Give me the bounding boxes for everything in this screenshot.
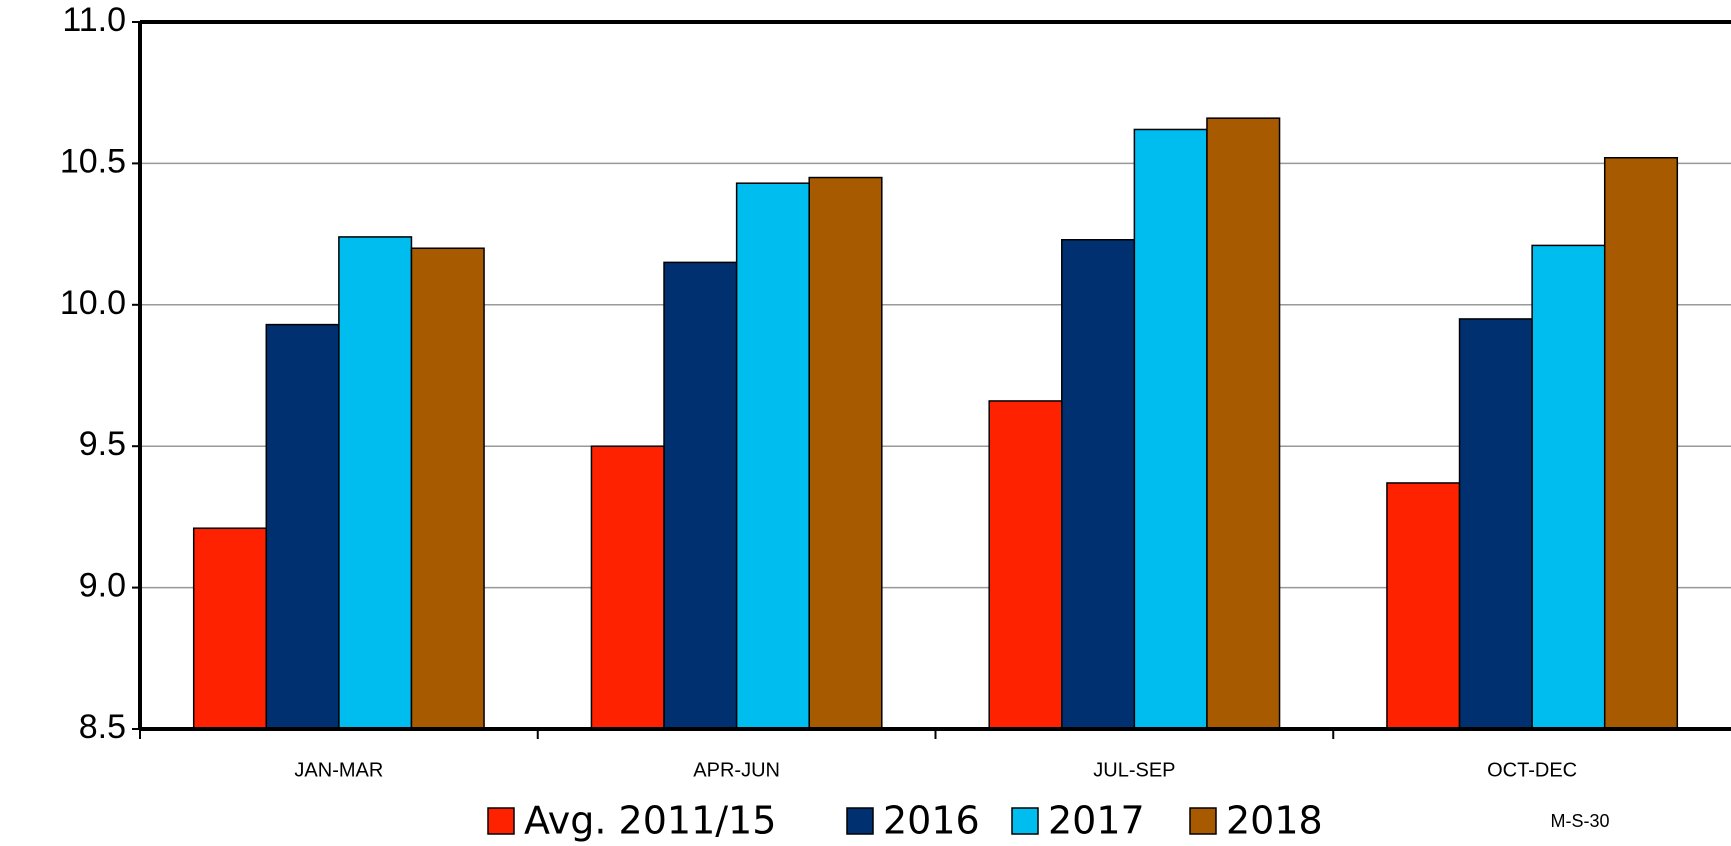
bar xyxy=(735,182,810,730)
x-tick-label: OCT-DEC xyxy=(1487,759,1577,781)
bar xyxy=(663,261,738,730)
legend-label: Avg. 2011/15 xyxy=(524,799,776,843)
y-tick-label: 10.5 xyxy=(60,142,126,180)
bar xyxy=(1531,244,1606,730)
legend-swatch xyxy=(846,807,874,835)
x-tick-label: JUL-SEP xyxy=(1093,759,1175,781)
y-tick-label: 9.0 xyxy=(79,567,126,605)
bar xyxy=(1386,482,1461,730)
legend-label: 2016 xyxy=(883,799,980,843)
y-tick-label: 8.5 xyxy=(79,708,126,746)
bar xyxy=(410,247,485,730)
legend-label: 2017 xyxy=(1048,799,1145,843)
bar xyxy=(1061,239,1136,730)
bar xyxy=(1206,117,1281,730)
bar xyxy=(265,323,340,730)
legend-swatch xyxy=(1189,807,1217,835)
bar xyxy=(192,527,268,730)
legend-swatch xyxy=(1011,807,1039,835)
legend-swatch xyxy=(487,807,515,835)
y-tick-label: 9.5 xyxy=(79,425,126,463)
x-tick-label: APR-JUN xyxy=(693,759,780,781)
bar xyxy=(1603,156,1679,730)
bar xyxy=(988,400,1063,730)
bar xyxy=(1133,128,1208,730)
bar xyxy=(808,176,883,730)
x-tick-label: JAN-MAR xyxy=(294,759,383,781)
y-tick-label: 10.0 xyxy=(60,284,126,322)
bar xyxy=(590,445,665,730)
bar xyxy=(1458,318,1533,730)
note: M-S-30 xyxy=(1550,811,1609,831)
y-tick-label: 11.0 xyxy=(62,1,126,39)
bar xyxy=(338,236,413,730)
legend-label: 2018 xyxy=(1226,799,1323,843)
